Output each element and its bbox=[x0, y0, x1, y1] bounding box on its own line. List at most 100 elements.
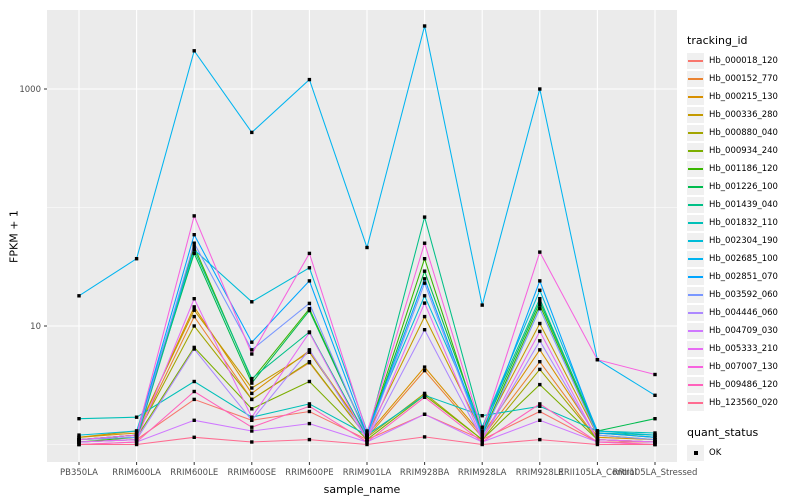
data-point bbox=[77, 417, 81, 421]
legend-item-label: Hb_002304_190 bbox=[709, 236, 778, 246]
data-point bbox=[250, 418, 254, 422]
data-point bbox=[192, 347, 196, 351]
data-point bbox=[192, 244, 196, 249]
x-tick-label: PB350LA bbox=[60, 468, 98, 478]
y-tick-label: 1000 bbox=[19, 85, 41, 95]
data-point bbox=[480, 425, 484, 429]
legend-item: Hb_009486_120 bbox=[687, 376, 799, 394]
axis-ticks bbox=[44, 88, 656, 465]
data-point bbox=[134, 435, 139, 439]
legend-key bbox=[687, 143, 704, 159]
data-point bbox=[192, 297, 196, 301]
data-point bbox=[192, 241, 196, 245]
data-point bbox=[307, 409, 312, 414]
data-point bbox=[422, 328, 427, 332]
data-point bbox=[250, 300, 254, 304]
legend-key-line-icon bbox=[688, 312, 703, 314]
x-tick-label: RRIM928LA bbox=[458, 468, 507, 478]
x-tick-labels: PB350LA RRIM600LA RRIM600LE RRIM600SE RRIM60… bbox=[60, 468, 697, 478]
legend-item: Hb_004446_060 bbox=[687, 304, 799, 322]
data-point bbox=[538, 348, 542, 352]
legend-item: Hb_000152_770 bbox=[687, 70, 799, 88]
legend-item-label: Hb_000934_240 bbox=[709, 146, 778, 156]
data-point bbox=[134, 437, 139, 442]
x-tick-label: RRIM600PE bbox=[285, 468, 333, 478]
data-point bbox=[538, 360, 542, 364]
data-point bbox=[134, 431, 139, 435]
data-point bbox=[538, 300, 542, 304]
data-point bbox=[480, 429, 484, 433]
data-point bbox=[307, 279, 312, 283]
legend-key-line-icon bbox=[688, 168, 703, 170]
data-point bbox=[134, 429, 139, 433]
data-point bbox=[192, 248, 196, 252]
data-point bbox=[134, 442, 139, 447]
data-point bbox=[422, 365, 427, 369]
data-points bbox=[77, 24, 657, 447]
ok-point-key bbox=[687, 445, 704, 461]
data-point bbox=[365, 442, 369, 447]
legend-item-label: Hb_002851_070 bbox=[709, 272, 778, 282]
data-point bbox=[653, 433, 657, 437]
legend-key bbox=[687, 251, 704, 267]
legend-key bbox=[687, 395, 704, 411]
legend-key-line-icon bbox=[688, 294, 703, 296]
data-point bbox=[365, 429, 369, 433]
data-point bbox=[192, 379, 196, 384]
data-point bbox=[538, 321, 542, 326]
data-point bbox=[538, 307, 542, 311]
data-point bbox=[250, 397, 254, 402]
data-point bbox=[653, 431, 657, 435]
legend-quant-status: quant_status OK bbox=[687, 426, 799, 462]
legend-key-line-icon bbox=[688, 402, 703, 404]
data-point bbox=[653, 442, 657, 447]
legend-item-ok: OK bbox=[687, 444, 799, 462]
data-point bbox=[250, 429, 254, 433]
data-point bbox=[307, 301, 312, 306]
data-point bbox=[192, 214, 196, 218]
data-point bbox=[134, 257, 139, 261]
data-point bbox=[250, 340, 254, 344]
legend-key-line-icon bbox=[688, 114, 703, 116]
legend-title-tracking-id: tracking_id bbox=[687, 34, 748, 47]
legend-key bbox=[687, 341, 704, 357]
data-point bbox=[538, 402, 542, 406]
legend-key-line-icon bbox=[688, 240, 703, 242]
legend-key-line-icon bbox=[688, 366, 703, 368]
data-point bbox=[134, 415, 139, 419]
data-point bbox=[307, 437, 312, 442]
data-point bbox=[422, 301, 427, 305]
legend-key bbox=[687, 305, 704, 321]
legend-item-label: Hb_009486_120 bbox=[709, 380, 778, 390]
legend-key-line-icon bbox=[688, 258, 703, 260]
data-point bbox=[250, 425, 254, 429]
data-point bbox=[422, 269, 427, 273]
data-point bbox=[250, 407, 254, 411]
data-point bbox=[77, 442, 81, 447]
data-point bbox=[422, 314, 427, 319]
legend-item-label: Hb_004709_030 bbox=[709, 326, 778, 336]
legend-item: Hb_007007_130 bbox=[687, 358, 799, 376]
legend-key-line-icon bbox=[688, 150, 703, 152]
legend-key-line-icon bbox=[688, 204, 703, 206]
legend-key bbox=[687, 323, 704, 339]
data-point bbox=[192, 305, 196, 309]
data-point bbox=[422, 395, 427, 399]
data-point bbox=[595, 433, 600, 437]
data-point bbox=[480, 437, 484, 442]
legend-item-label: Hb_000880_040 bbox=[709, 128, 778, 138]
data-point bbox=[365, 437, 369, 442]
data-point bbox=[538, 382, 542, 387]
data-point bbox=[422, 241, 427, 245]
data-point bbox=[77, 294, 81, 298]
data-point bbox=[192, 251, 196, 256]
data-point bbox=[422, 281, 427, 285]
x-tick-label: RRII105LA_Control bbox=[558, 468, 637, 478]
data-point bbox=[192, 233, 196, 237]
legend-key-line-icon bbox=[688, 384, 703, 386]
data-point bbox=[250, 376, 254, 381]
data-point bbox=[422, 368, 427, 373]
data-point bbox=[422, 215, 427, 219]
data-point bbox=[365, 440, 369, 444]
legend-item-label: Hb_001226_100 bbox=[709, 182, 778, 192]
